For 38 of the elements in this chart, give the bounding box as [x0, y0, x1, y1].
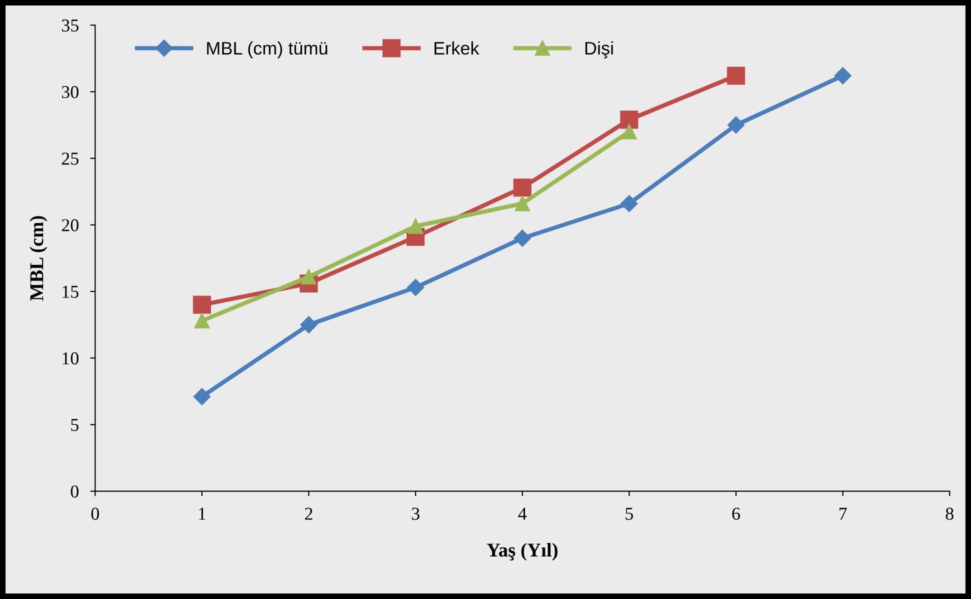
point: [407, 278, 424, 296]
x-tick-label: 6: [732, 508, 740, 520]
x-tick-label: 7: [840, 508, 847, 520]
x-tick-label: 4: [518, 508, 527, 520]
point: [300, 316, 318, 334]
legend-label: Erkek: [434, 41, 480, 55]
point: [192, 296, 211, 314]
x-tick-label: 1: [199, 508, 206, 520]
point: [301, 269, 316, 284]
x-tick-label: 5: [626, 508, 634, 520]
legend-label: Dişi: [585, 41, 613, 58]
y-tick-label: 30: [62, 86, 78, 98]
point: [620, 110, 638, 129]
point: [194, 313, 210, 328]
y-tick-label: 20: [62, 219, 78, 232]
x-tick-label: 8: [946, 508, 954, 520]
point: [622, 124, 637, 140]
point: [726, 66, 746, 85]
x-tick-label: 3: [412, 508, 420, 520]
point: [514, 230, 531, 247]
point: [514, 196, 530, 212]
x-axis-title: Yaş (Yıl): [486, 542, 558, 561]
y-tick-label: 10: [62, 352, 78, 364]
point: [727, 116, 745, 134]
x-tick-label: 0: [91, 508, 99, 520]
y-tick-label: 0: [70, 485, 78, 498]
y-tick-label: 15: [62, 286, 78, 298]
point: [513, 178, 532, 197]
point: [620, 195, 638, 212]
y-axis-title: MBL (cm): [30, 216, 48, 301]
point: [193, 388, 211, 406]
x-tick-label: 2: [305, 508, 312, 520]
legend-label: MBL (cm) tümü: [207, 41, 328, 58]
y-tick-label: 5: [71, 419, 78, 432]
point: [408, 218, 424, 234]
y-tick-label: 25: [62, 152, 78, 165]
point: [834, 67, 852, 84]
y-tick-label: 35: [62, 19, 78, 32]
